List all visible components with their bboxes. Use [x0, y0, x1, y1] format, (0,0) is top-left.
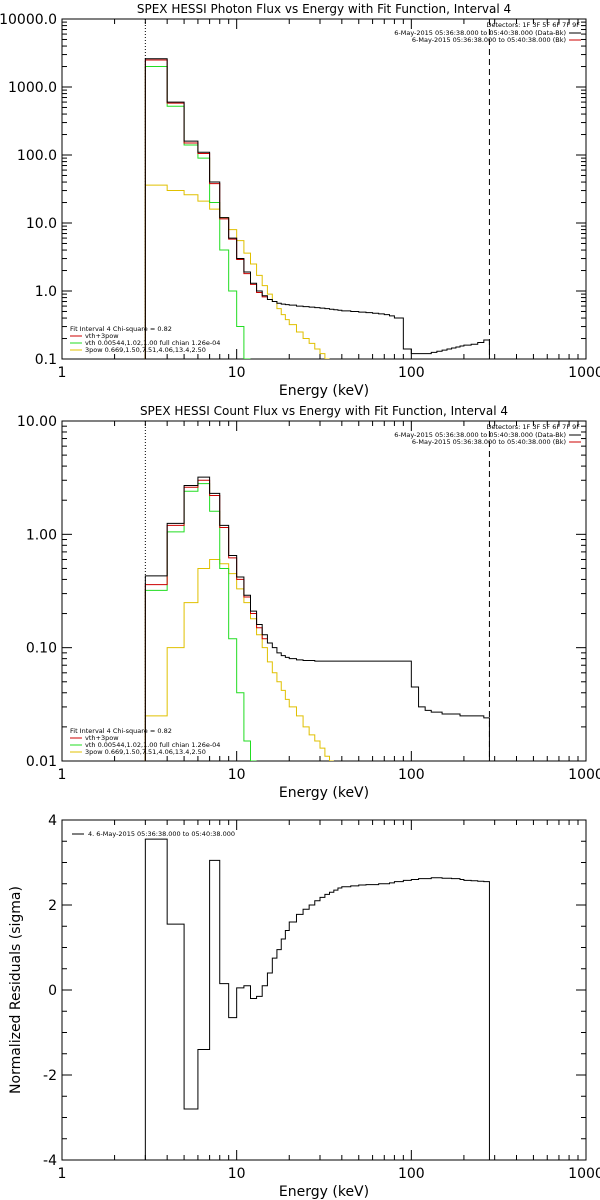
x-tick-label: 100 — [398, 1166, 425, 1182]
series-vth-line — [144, 66, 251, 359]
series-total-line — [144, 838, 490, 1160]
y-tick-label: 10.00 — [17, 414, 57, 430]
y-tick-label: 0.1 — [35, 352, 57, 368]
legend-det-entry: 6-May-2015 05:36:38.000 to 05:40:38.000 … — [412, 36, 566, 44]
y-tick-label: 1.0 — [35, 284, 57, 300]
x-tick-label: 1 — [58, 1166, 67, 1182]
plot-frame — [61, 819, 587, 1161]
y-tick-label: 1000.0 — [8, 80, 57, 96]
legend-entry-3pow: 3pow 0.669,1.50,7.51,4.06,13.4,2.50 — [85, 346, 206, 354]
legend-entry-interval: 4. 6-May-2015 05:36:38.000 to 05:40:38.0… — [88, 830, 235, 838]
legend-entry-fit: vth+3pow — [85, 332, 119, 340]
y-tick-label: 0 — [48, 983, 57, 999]
x-tick-label: 10 — [228, 767, 246, 783]
panel-photon: SPEX HESSI Photon Flux vs Energy with Fi… — [0, 2, 600, 399]
x-tick-label: 1000 — [568, 767, 600, 783]
y-tick-label: -2 — [43, 1068, 57, 1084]
x-tick-label: 100 — [398, 767, 425, 783]
series-total-line — [144, 58, 490, 359]
x-tick-label: 1 — [58, 767, 67, 783]
legend-fit-info: Fit Interval 4 Chi-square = 0.82 — [70, 325, 172, 333]
legend-det-entry: 6-May-2015 05:36:38.000 to 05:40:38.000 … — [412, 438, 566, 446]
y-tick-label: 0.10 — [26, 641, 57, 657]
panel-count: SPEX HESSI Count Flux vs Energy with Fit… — [17, 404, 600, 801]
plot-frame — [61, 420, 587, 762]
legend-entry-3pow: 3pow 0.669,1.50,7.51,4.06,13.4,2.50 — [85, 748, 206, 756]
chart-title: SPEX HESSI Count Flux vs Energy with Fit… — [140, 404, 508, 418]
x-axis-title: Energy (keV) — [279, 1184, 369, 1200]
x-tick-label: 10 — [228, 1166, 246, 1182]
x-tick-label: 1 — [58, 365, 67, 381]
y-tick-label: 1.00 — [26, 527, 57, 543]
panel-residuals: 1 10 100 1000 Energy (keV) -4 -2 0 2 4 Normalized … — [8, 813, 600, 1200]
detectors-label: Detectors: 1F 3F 5F 6F 7F 9F — [486, 423, 580, 431]
legend-det-entry: 6-May-2015 05:36:38.000 to 05:40:38.000 … — [394, 431, 566, 439]
series-total-line — [144, 476, 490, 761]
y-tick-label: 10000.0 — [0, 12, 57, 28]
detectors-label: Detectors: 1F 3F 5F 6F 7F 9F — [486, 21, 580, 29]
y-tick-label: 100.0 — [17, 148, 57, 164]
x-tick-label: 100 — [398, 365, 425, 381]
chart-title: SPEX HESSI Photon Flux vs Energy with Fi… — [137, 2, 511, 16]
series-3pow-line — [144, 558, 334, 761]
legend-entry-vth: vth 0.00544,1.02,1.00 full chian 1.26e-0… — [85, 741, 220, 749]
series-fit-line — [144, 479, 268, 761]
y-tick-label: 4 — [48, 813, 57, 829]
x-axis-title: Energy (keV) — [279, 383, 369, 399]
x-axis-title: Energy (keV) — [279, 785, 369, 801]
y-tick-label: 10.0 — [26, 216, 57, 232]
y-axis-title: Normalized Residuals (sigma) — [8, 886, 24, 1094]
x-tick-label: 10 — [228, 365, 246, 381]
x-tick-label: 1000 — [568, 365, 600, 381]
y-tick-label: -4 — [43, 1153, 57, 1169]
series-3pow-line — [144, 184, 330, 359]
series-vth-line — [144, 483, 257, 761]
plot-frame — [61, 18, 587, 360]
legend-entry-vth: vth 0.00544,1.02,1.00 full chian 1.26e-0… — [85, 339, 220, 347]
legend-fit-info: Fit Interval 4 Chi-square = 0.82 — [70, 727, 172, 735]
y-tick-label: 0.01 — [26, 754, 57, 770]
x-tick-label: 1000 — [568, 1166, 600, 1182]
legend-det-entry: 6-May-2015 05:36:38.000 to 05:40:38.000 … — [394, 29, 566, 37]
series-fit-line — [144, 59, 268, 359]
y-tick-label: 2 — [48, 898, 57, 914]
legend-entry-fit: vth+3pow — [85, 734, 119, 742]
